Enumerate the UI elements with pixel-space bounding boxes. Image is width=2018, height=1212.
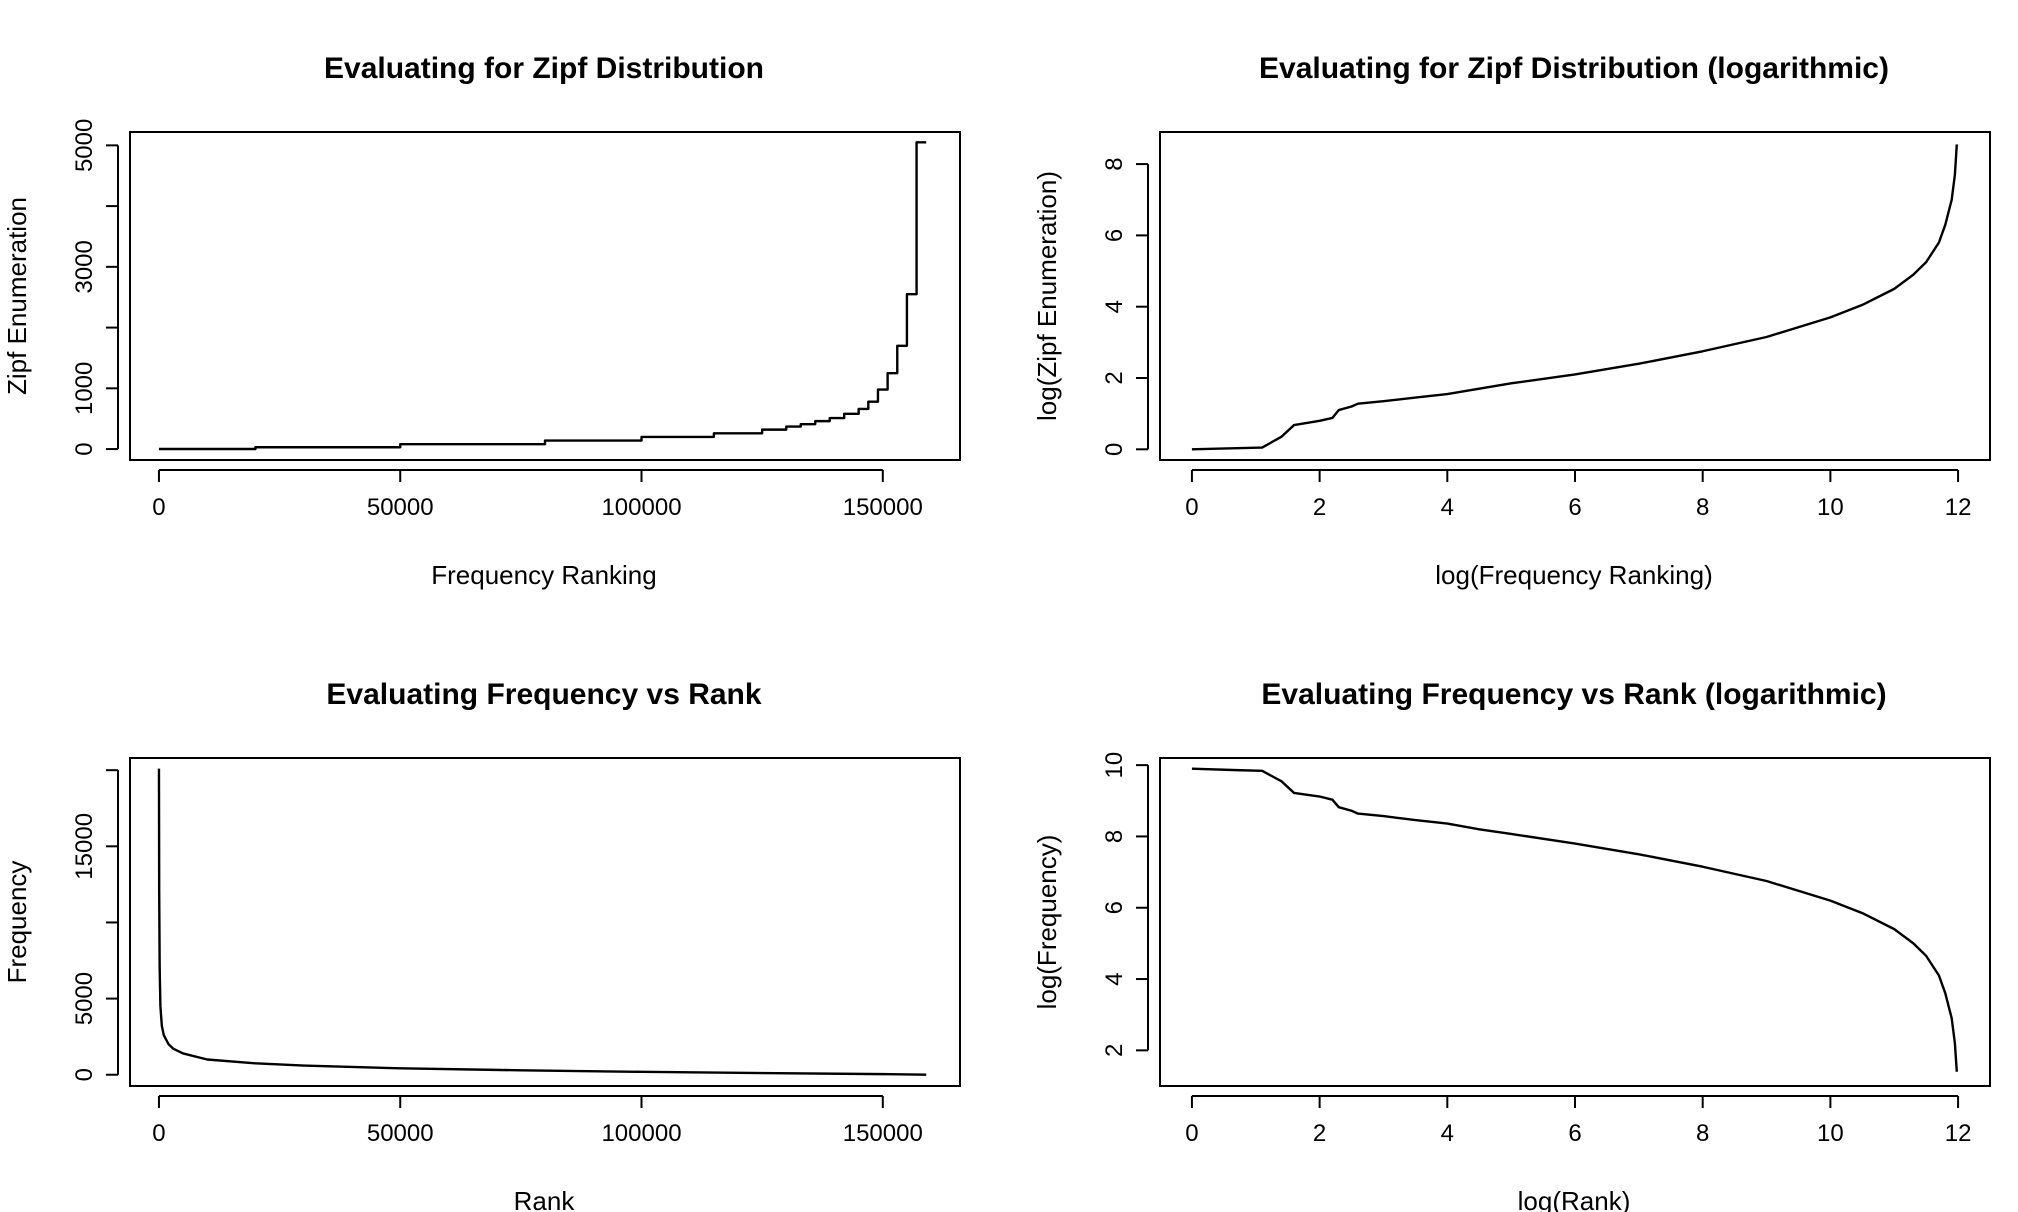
series-group xyxy=(158,141,927,451)
y-axis: 2 4 6 8 10 xyxy=(1101,752,1149,1057)
y-tick-label: 2 xyxy=(1101,1044,1128,1057)
chart-title: Evaluating Frequency vs Rank xyxy=(326,678,761,711)
x-tick-label: 100000 xyxy=(601,494,681,521)
x-tick-label: 150000 xyxy=(843,1120,923,1147)
x-tick-label: 0 xyxy=(152,1120,165,1147)
chart-title: Evaluating for Zipf Distribution xyxy=(324,52,764,85)
y-tick-label: 0 xyxy=(71,1068,98,1081)
y-axis-label: Frequency xyxy=(2,861,32,984)
series-line xyxy=(1191,767,1958,1072)
y-tick-label: 4 xyxy=(1101,972,1128,985)
y-tick-label: 4 xyxy=(1101,300,1128,313)
x-tick-label: 0 xyxy=(1185,494,1198,521)
x-axis: 0 2 4 6 8 10 12 xyxy=(1185,1095,1972,1147)
x-tick-label: 6 xyxy=(1568,494,1581,521)
series-line xyxy=(158,141,927,451)
x-axis-label: Rank xyxy=(514,1186,576,1212)
y-tick-label: 5000 xyxy=(71,119,98,172)
x-tick-label: 8 xyxy=(1696,1120,1709,1147)
x-tick-label: 10 xyxy=(1817,1120,1844,1147)
y-tick-label: 5000 xyxy=(71,972,98,1025)
series-group xyxy=(1191,767,1958,1072)
y-tick-label: 3000 xyxy=(71,240,98,293)
x-tick-label: 12 xyxy=(1945,494,1972,521)
x-tick-label: 100000 xyxy=(601,1120,681,1147)
x-tick-label: 10 xyxy=(1817,494,1844,521)
y-tick-label: 15000 xyxy=(71,813,98,880)
x-tick-label: 150000 xyxy=(843,494,923,521)
y-axis: 0 5000 15000 xyxy=(71,769,119,1081)
x-tick-label: 2 xyxy=(1313,494,1326,521)
panel-freq-linear: Evaluating Frequency vs Rank Rank Freque… xyxy=(2,678,961,1212)
y-tick-label: 6 xyxy=(1101,229,1128,242)
x-axis-label: log(Rank) xyxy=(1518,1186,1631,1212)
y-tick-label: 1000 xyxy=(71,362,98,415)
y-axis: 0 2 4 6 8 xyxy=(1101,157,1149,456)
y-axis-label: log(Zipf Enumeration) xyxy=(1032,171,1062,421)
panel-zipf-linear: Evaluating for Zipf Distribution Frequen… xyxy=(2,52,961,590)
y-tick-label: 10 xyxy=(1101,752,1128,779)
x-tick-label: 4 xyxy=(1441,1120,1454,1147)
series-group xyxy=(1191,144,1958,451)
x-axis: 0 50000 100000 150000 xyxy=(152,1095,923,1147)
y-tick-label: 0 xyxy=(71,442,98,455)
series-group xyxy=(157,768,927,1076)
x-tick-label: 50000 xyxy=(367,1120,434,1147)
x-tick-label: 0 xyxy=(1185,1120,1198,1147)
x-tick-label: 6 xyxy=(1568,1120,1581,1147)
x-axis-label: Frequency Ranking xyxy=(431,560,656,590)
x-axis: 0 50000 100000 150000 xyxy=(152,469,923,521)
y-tick-label: 6 xyxy=(1101,901,1128,914)
plot-frame xyxy=(1159,131,1991,461)
x-tick-label: 2 xyxy=(1313,1120,1326,1147)
y-tick-label: 8 xyxy=(1101,830,1128,843)
series-line xyxy=(157,768,927,1076)
panel-zipf-log: Evaluating for Zipf Distribution (logari… xyxy=(1032,52,1991,590)
y-axis: 0 1000 3000 5000 xyxy=(71,119,119,456)
x-tick-label: 12 xyxy=(1945,1120,1972,1147)
plot-frame xyxy=(1159,757,1991,1087)
panel-freq-log: Evaluating Frequency vs Rank (logarithmi… xyxy=(1032,678,1991,1212)
x-tick-label: 8 xyxy=(1696,494,1709,521)
chart-title: Evaluating Frequency vs Rank (logarithmi… xyxy=(1261,678,1886,711)
chart-title: Evaluating for Zipf Distribution (logari… xyxy=(1259,52,1889,85)
x-tick-label: 50000 xyxy=(367,494,434,521)
y-tick-label: 8 xyxy=(1101,157,1128,170)
x-axis-label: log(Frequency Ranking) xyxy=(1435,560,1712,590)
y-axis-label: log(Frequency) xyxy=(1032,835,1062,1010)
x-tick-label: 4 xyxy=(1441,494,1454,521)
y-axis-label: Zipf Enumeration xyxy=(2,197,32,395)
plot-frame xyxy=(129,131,961,461)
y-tick-label: 0 xyxy=(1101,443,1128,456)
series-line xyxy=(1191,144,1958,451)
y-tick-label: 2 xyxy=(1101,371,1128,384)
plot-frame xyxy=(129,757,961,1087)
x-axis: 0 2 4 6 8 10 12 xyxy=(1185,469,1972,521)
x-tick-label: 0 xyxy=(152,494,165,521)
